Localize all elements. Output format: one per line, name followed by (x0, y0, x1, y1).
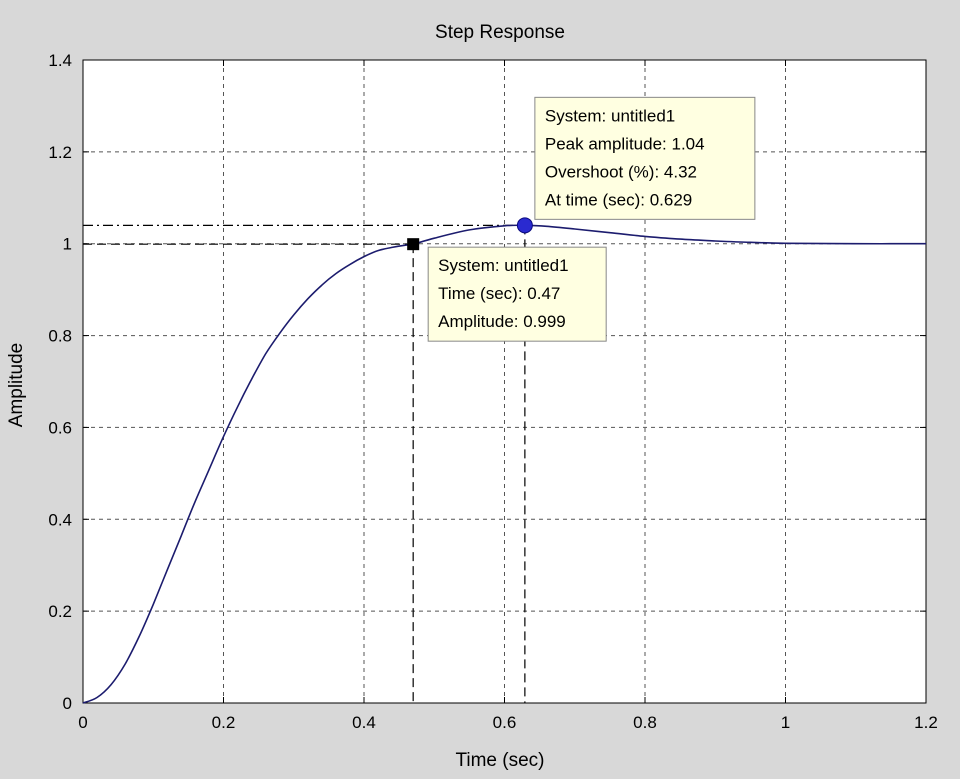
datatip-markers (407, 217, 533, 251)
y-tick-label: 0.4 (48, 510, 72, 529)
x-tick-label: 0 (78, 713, 87, 732)
step-response-line (82, 224, 927, 704)
datatip-line: System: untitled1 (438, 256, 568, 275)
y-tick-label: 0 (63, 694, 72, 713)
y-tick-label: 0.6 (48, 418, 72, 437)
y-tick-label: 1 (63, 235, 72, 254)
axis-ticks: 0 0.2 0.4 0.6 0.8 1 1.2 0 0.2 0.4 0.6 0.8 1 1.2 1.4 (48, 51, 937, 732)
y-tick-label: 0.2 (48, 602, 72, 621)
peak-circle-marker[interactable] (516, 217, 533, 234)
datatip-line: At time (sec): 0.629 (545, 190, 692, 209)
datatip-line: Time (sec): 0.47 (438, 284, 560, 303)
chart-title: Step Response (435, 22, 565, 43)
y-tick-label: 0.8 (48, 327, 72, 346)
datatip-box[interactable]: System: untitled1 Time (sec): 0.47 Amplitu… (427, 246, 607, 342)
datatip-line: Peak amplitude: 1.04 (545, 134, 705, 153)
x-tick-label: 0.8 (633, 713, 657, 732)
y-axis-label: Amplitude (6, 343, 27, 428)
x-tick-label: 0.2 (212, 713, 236, 732)
y-tick-label: 1.4 (48, 51, 72, 70)
datatip-line: System: untitled1 (545, 106, 675, 125)
datatip-background (427, 246, 607, 342)
datatip-line: Overshoot (%): 4.32 (545, 162, 697, 181)
datatip-box[interactable]: System: untitled1 Peak amplitude: 1.04 Ove… (534, 96, 756, 220)
datatip-background (534, 96, 756, 220)
datatips: System: untitled1 Time (sec): 0.47 Amplitu… (427, 96, 756, 342)
x-axis-label: Time (sec) (455, 750, 544, 771)
datatip-line: Amplitude: 0.999 (438, 312, 566, 331)
datatip-square-marker[interactable] (407, 238, 420, 251)
datatip-guides (83, 224, 526, 703)
x-tick-label: 1.2 (914, 713, 938, 732)
y-tick-label: 1.2 (48, 143, 72, 162)
x-tick-label: 0.6 (493, 713, 517, 732)
x-tick-label: 1 (781, 713, 790, 732)
x-tick-label: 0.4 (352, 713, 376, 732)
